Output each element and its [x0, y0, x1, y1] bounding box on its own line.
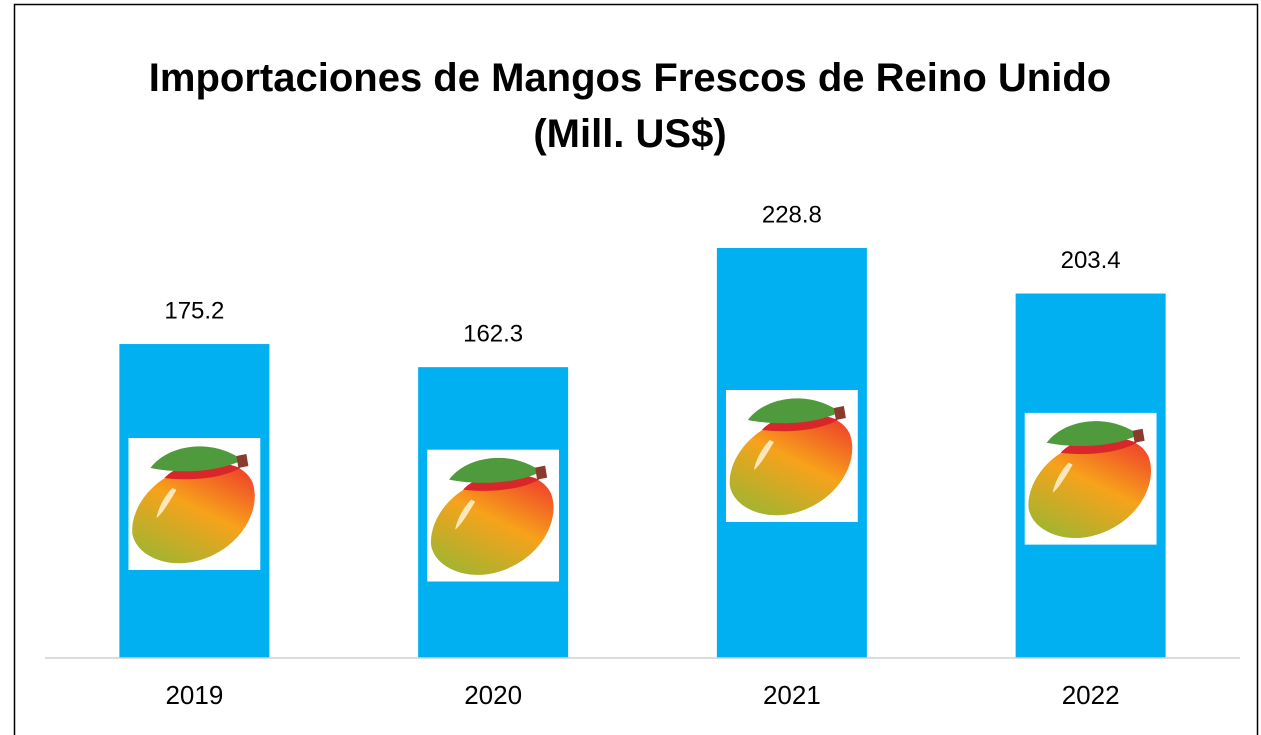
chart-title: Importaciones de Mangos Frescos de Reino… — [140, 50, 1120, 162]
mango-icon — [726, 390, 858, 522]
x-tick-label: 2021 — [763, 680, 821, 710]
value-label: 228.8 — [762, 201, 822, 228]
page: 2019 175.2 2020 162.3 2021 228.8 2022 203.4 Imp… — [0, 0, 1261, 735]
mango-icon — [128, 438, 260, 570]
x-tick-label: 2020 — [464, 680, 522, 710]
x-tick-label: 2022 — [1062, 680, 1120, 710]
mango-icon — [1025, 413, 1157, 545]
mango-icon — [427, 450, 559, 582]
x-tick-label: 2019 — [165, 680, 223, 710]
value-label: 162.3 — [463, 321, 523, 348]
value-label: 175.2 — [164, 297, 224, 324]
value-label: 203.4 — [1061, 247, 1121, 274]
